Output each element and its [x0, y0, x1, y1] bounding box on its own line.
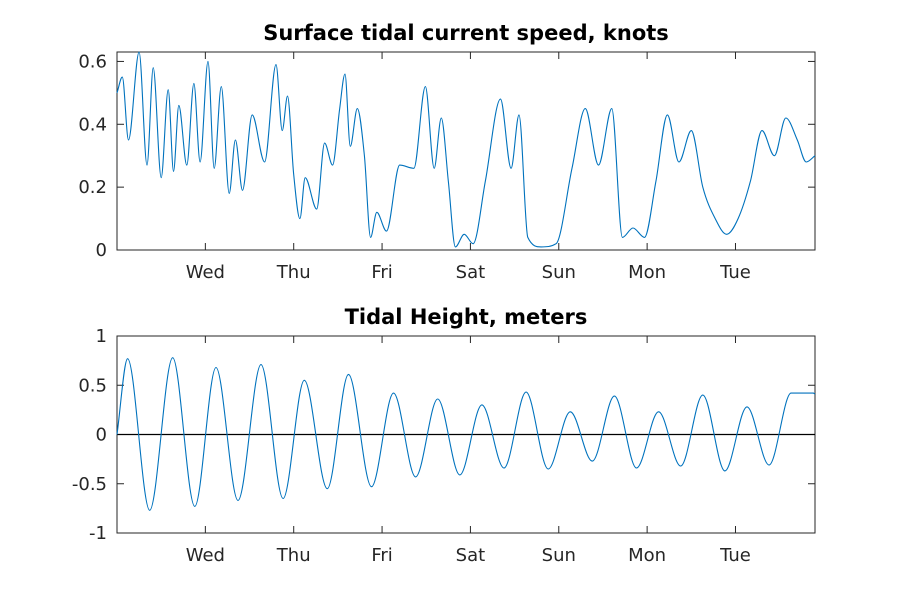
y-tick-label: 0 — [96, 240, 107, 261]
x-tick-label: Sun — [542, 545, 576, 566]
x-tick-label: Wed — [186, 545, 225, 566]
x-tick-label: Tue — [719, 262, 751, 283]
x-tick-label: Sat — [456, 545, 486, 566]
axes-box — [116, 51, 816, 251]
y-tick-label: 0.5 — [78, 375, 107, 396]
series-line — [116, 51, 816, 248]
y-tick-label: 0.6 — [78, 51, 107, 72]
x-tick-label: Thu — [276, 545, 311, 566]
chart-title: Tidal Height, meters — [345, 305, 588, 329]
x-tick-label: Wed — [186, 262, 225, 283]
tidal-height-panel: Tidal Height, meters Wed Thu Fri Sat Sun Mon Tu… — [72, 305, 816, 566]
chart-title: Surface tidal current speed, knots — [263, 21, 669, 45]
x-tick-label: Fri — [371, 545, 392, 566]
x-tick-label: Thu — [276, 262, 311, 283]
x-tick-label: Sun — [542, 262, 576, 283]
y-tick-label: 1 — [96, 326, 107, 347]
x-tick-label: Tue — [719, 545, 751, 566]
series-line — [116, 357, 816, 511]
current-speed-panel: Surface tidal current speed, knots Wed Thu… — [78, 21, 816, 283]
y-tick-label: -1 — [89, 523, 107, 544]
y-tick-label: 0 — [96, 425, 107, 446]
x-tick-label: Mon — [628, 545, 666, 566]
x-tick-label: Fri — [371, 262, 392, 283]
x-tick-label: Sat — [456, 262, 486, 283]
y-tick-label: -0.5 — [72, 474, 107, 495]
x-tick-label: Mon — [628, 262, 666, 283]
y-tick-label: 0.2 — [78, 177, 107, 198]
y-tick-label: 0.4 — [78, 114, 107, 135]
